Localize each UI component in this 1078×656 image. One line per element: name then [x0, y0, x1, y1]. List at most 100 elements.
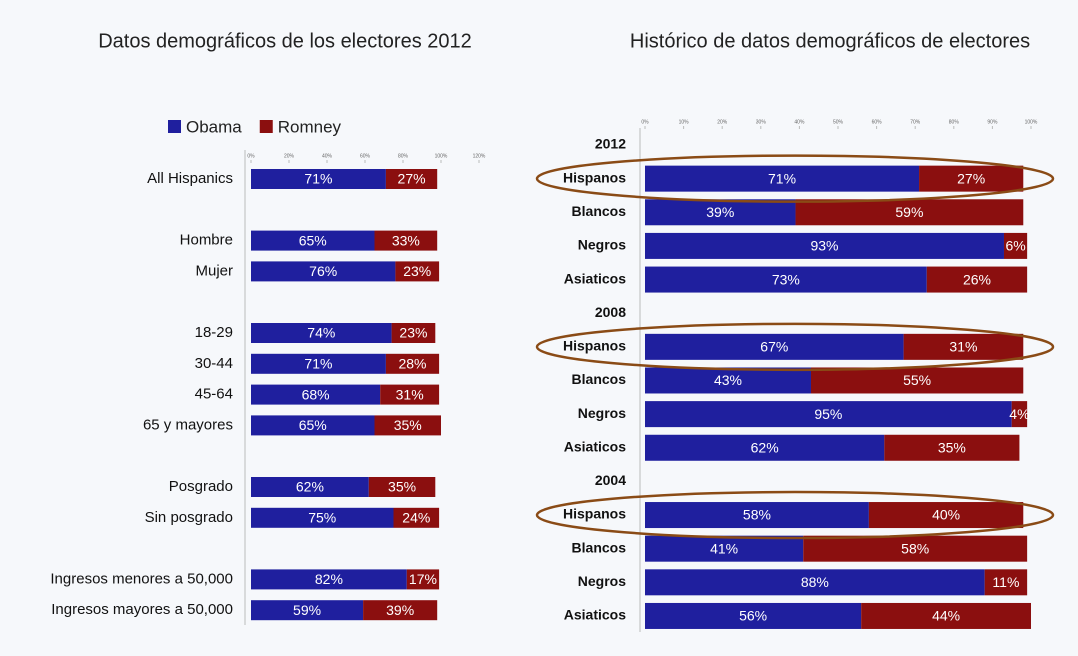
bar-segment — [380, 384, 440, 405]
value-label: 88% — [801, 574, 829, 590]
value-label: 58% — [743, 507, 771, 523]
bar-segment — [393, 507, 440, 528]
x-tick-label: 20% — [284, 153, 295, 159]
value-label: 35% — [388, 479, 416, 495]
bar-segment — [810, 367, 1024, 394]
value-label: 76% — [309, 263, 337, 279]
bar-segment — [251, 261, 396, 282]
legend-label: Romney — [278, 117, 342, 136]
value-label: 82% — [315, 571, 343, 587]
category-label: Blancos — [572, 539, 627, 555]
x-tick-label: 70% — [910, 119, 921, 125]
highlight-ellipse — [535, 154, 1055, 203]
value-label: 71% — [304, 356, 332, 372]
bar-segment — [645, 602, 862, 629]
category-label: Mujer — [195, 262, 233, 279]
bar-segment — [391, 323, 436, 343]
value-label: 73% — [772, 271, 800, 287]
x-tick-label: 120% — [473, 153, 486, 159]
category-label: Hispanos — [563, 338, 626, 354]
category-label: Blancos — [572, 371, 627, 387]
bar-segment — [374, 230, 438, 251]
bar-segment — [903, 333, 1024, 360]
bar-segment — [868, 502, 1024, 529]
bar-segment — [645, 434, 885, 461]
category-label: Posgrado — [169, 478, 233, 495]
bar-segment — [645, 199, 796, 226]
x-tick-label: 40% — [322, 153, 333, 159]
value-label: 71% — [304, 171, 332, 187]
bar-segment — [374, 415, 441, 436]
value-label: 31% — [949, 339, 977, 355]
bar-segment — [645, 569, 985, 596]
bar-segment — [984, 569, 1028, 596]
value-label: 35% — [394, 417, 422, 433]
value-label: 95% — [814, 406, 842, 422]
category-label: Negros — [578, 237, 626, 253]
value-label: 59% — [895, 204, 923, 220]
category-label: Hispanos — [563, 506, 626, 522]
category-label: Asiaticos — [564, 438, 626, 454]
bar-segment — [926, 266, 1028, 293]
value-label: 40% — [932, 507, 960, 523]
bar-segment — [645, 367, 811, 394]
bar-segment — [363, 600, 438, 621]
value-label: 44% — [932, 608, 960, 624]
bar-segment — [406, 569, 440, 590]
value-label: 71% — [768, 170, 796, 186]
category-label: Asiaticos — [564, 270, 626, 286]
category-label: 45-64 — [195, 386, 233, 403]
value-label: 23% — [399, 325, 427, 341]
x-tick-label: 0% — [247, 153, 255, 159]
bar-segment — [645, 266, 927, 293]
bar-segment — [645, 333, 904, 360]
chart-title: Histórico de datos demográficos de elect… — [630, 30, 1030, 52]
chart-title: Datos demográficos de los electores 2012 — [98, 30, 472, 52]
bar-segment — [884, 434, 1020, 461]
value-label: 35% — [938, 439, 966, 455]
value-label: 11% — [992, 574, 1019, 590]
bar-segment — [251, 353, 386, 374]
category-label: Sin posgrado — [145, 509, 233, 526]
x-tick-label: 80% — [398, 153, 409, 159]
bar-segment — [251, 230, 375, 251]
bar-segment — [251, 600, 364, 621]
value-label: 59% — [293, 602, 321, 618]
bar-segment — [645, 535, 804, 562]
x-tick-label: 30% — [756, 119, 767, 125]
value-label: 6% — [1005, 238, 1025, 254]
bar-segment — [385, 169, 438, 189]
bar-segment — [395, 261, 440, 282]
category-label: Hispanos — [563, 169, 626, 185]
bar-segment — [368, 477, 436, 497]
category-label: All Hispanics — [147, 170, 233, 187]
value-label: 26% — [963, 271, 991, 287]
highlight-ellipse — [535, 322, 1055, 372]
bar-segment — [251, 507, 394, 528]
x-tick-label: 10% — [679, 119, 690, 125]
x-tick-label: 100% — [1025, 119, 1038, 125]
category-label: 2008 — [595, 304, 626, 320]
value-label: 17% — [409, 571, 437, 587]
value-label: 68% — [302, 386, 330, 402]
value-label: 74% — [307, 325, 335, 341]
category-label: 30-44 — [195, 355, 233, 372]
value-label: 75% — [308, 510, 336, 526]
bar-segment — [251, 477, 369, 497]
category-label: Asiaticos — [564, 607, 626, 623]
legend-swatch — [259, 120, 273, 133]
x-tick-label: 0% — [641, 119, 649, 125]
category-label: Negros — [578, 405, 626, 421]
value-label: 41% — [710, 540, 738, 556]
value-label: 67% — [760, 339, 788, 355]
bar-segment — [795, 199, 1024, 226]
value-label: 27% — [957, 170, 985, 186]
x-tick-label: 40% — [794, 119, 805, 125]
value-label: 93% — [810, 238, 838, 254]
bar-segment — [645, 165, 920, 192]
category-label: Ingresos mayores a 50,000 — [51, 601, 233, 618]
x-tick-label: 60% — [872, 119, 883, 125]
bar-segment — [861, 602, 1031, 629]
x-tick-label: 60% — [360, 153, 371, 159]
